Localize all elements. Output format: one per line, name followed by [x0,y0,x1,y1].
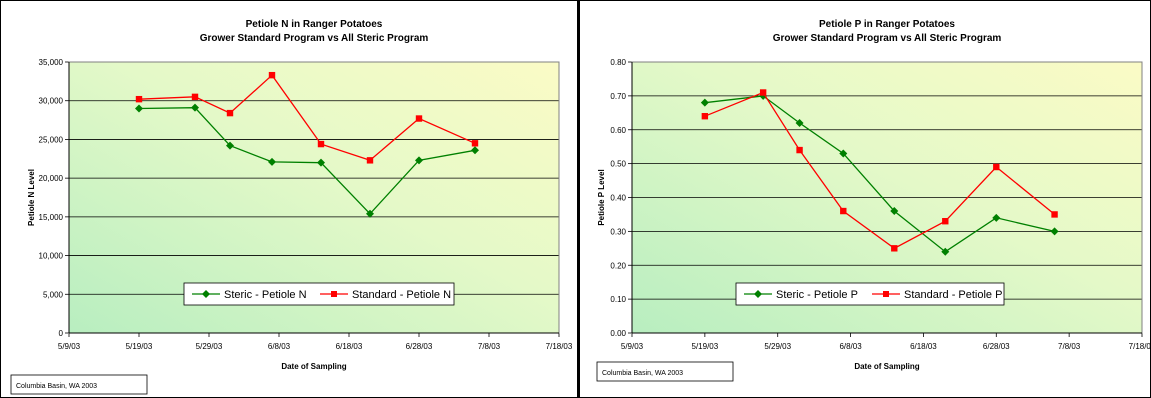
data-point-standard [366,157,374,164]
data-point-standard [191,93,199,101]
y-tick-label: 10,000 [39,252,64,261]
x-tick-label: 5/19/03 [126,342,153,351]
chart-title: Petiole P in Ranger Potatoes [819,19,955,30]
data-point-steric [839,149,848,158]
data-point-standard [471,140,479,147]
data-point-standard [796,146,803,154]
x-tick-label: 6/18/03 [910,342,937,351]
legend-label: Steric - Petiole P [776,289,858,301]
y-tick-label: 15,000 [39,213,64,222]
x-axis-label: Date of Sampling [281,362,346,371]
data-point-standard [415,115,423,122]
x-tick-label: 5/29/03 [764,342,791,351]
series-line-standard [138,74,476,162]
y-tick-label: 20,000 [39,174,64,183]
legend-marker-diamond [202,290,210,298]
data-point-standard [226,109,234,117]
data-point-standard [135,95,143,103]
data-point-steric [317,158,325,167]
data-point-steric [471,146,479,155]
x-tick-label: 7/8/03 [478,342,501,351]
legend-label: Standard - Petiole P [904,289,1002,301]
y-tick-label: 35,000 [39,58,64,67]
chart-petiole-n: Petiole N in Ranger Potatoes Grower Stand… [10,19,573,395]
legend-label: Steric - Petiole N [224,289,307,301]
data-point-standard [701,113,709,120]
legend-label: Standard - Petiole N [352,289,451,301]
chart-subtitle: Grower Standard Program vs All Steric Pr… [773,33,1002,44]
data-point-steric [191,103,199,112]
series-line-steric [704,95,1055,253]
y-axis-label: Petiole P Level [597,169,606,225]
chart-petiole-p: Petiole P in Ranger Potatoes Grower Stand… [596,19,1150,382]
x-tick-label: 7/18/03 [1129,342,1150,351]
data-point-steric [226,141,234,150]
y-tick-label: 0.10 [610,295,626,304]
x-tick-label: 7/18/03 [546,342,573,351]
y-tick-label: 0.70 [610,92,626,101]
legend-marker-square [883,291,889,297]
note-box [596,361,734,382]
data-point-standard [840,207,847,215]
data-point-steric [366,209,374,218]
data-point-steric [1050,227,1059,236]
data-point-standard [891,245,898,252]
series-line-standard [704,91,1056,250]
y-tick-label: 30,000 [39,97,64,106]
data-point-steric [992,213,1001,222]
x-tick-label: 6/8/03 [839,342,862,351]
legend-marker-square [331,291,337,297]
data-point-standard [993,163,1000,171]
data-point-steric [890,207,899,216]
y-tick-label: 0.30 [610,227,626,236]
panel-divider [577,0,579,398]
x-tick-label: 6/8/03 [268,342,291,351]
legend-box [183,282,455,306]
x-tick-label: 6/28/03 [406,342,433,351]
y-tick-label: 0.50 [610,160,626,169]
data-point-steric [268,157,276,166]
data-point-steric [700,98,709,107]
legend-marker-diamond [754,290,762,298]
y-tick-label: 5,000 [43,290,64,299]
x-tick-label: 5/9/03 [621,342,644,351]
x-axis-label: Date of Sampling [854,362,919,371]
x-tick-label: 6/28/03 [983,342,1010,351]
note-text: Columbia Basin, WA 2003 [602,370,683,377]
data-point-steric [415,156,423,165]
y-tick-label: 0.20 [610,261,626,270]
x-tick-label: 5/29/03 [196,342,223,351]
x-tick-label: 5/19/03 [692,342,719,351]
data-point-steric [795,118,804,127]
chart-subtitle: Grower Standard Program vs All Steric Pr… [200,33,429,44]
x-tick-label: 5/9/03 [58,342,81,351]
data-point-standard [942,218,949,225]
y-tick-label: 0.80 [610,58,626,67]
data-point-standard [268,71,276,79]
data-point-standard [317,140,325,148]
chart-panel-petiole-n: Petiole N in Ranger Potatoes Grower Stand… [0,0,578,398]
x-tick-label: 6/18/03 [336,342,363,351]
y-tick-label: 0 [59,329,64,338]
legend-box [735,282,1005,306]
note-text: Columbia Basin, WA 2003 [16,383,97,390]
x-tick-label: 7/8/03 [1058,342,1081,351]
data-point-steric [135,104,143,113]
chart-title: Petiole N in Ranger Potatoes [246,19,383,30]
chart-panel-petiole-p: Petiole P in Ranger Potatoes Grower Stand… [579,0,1151,398]
y-tick-label: 0.40 [610,194,626,203]
y-axis-label: Petiole N Level [27,169,36,226]
y-tick-label: 25,000 [39,135,64,144]
series-line-steric [138,107,476,215]
data-point-standard [759,89,767,96]
note-box [10,374,148,395]
y-tick-label: 0.60 [610,126,626,135]
data-point-standard [1051,211,1058,218]
y-tick-label: 0.00 [610,329,626,338]
data-point-steric [941,247,950,256]
